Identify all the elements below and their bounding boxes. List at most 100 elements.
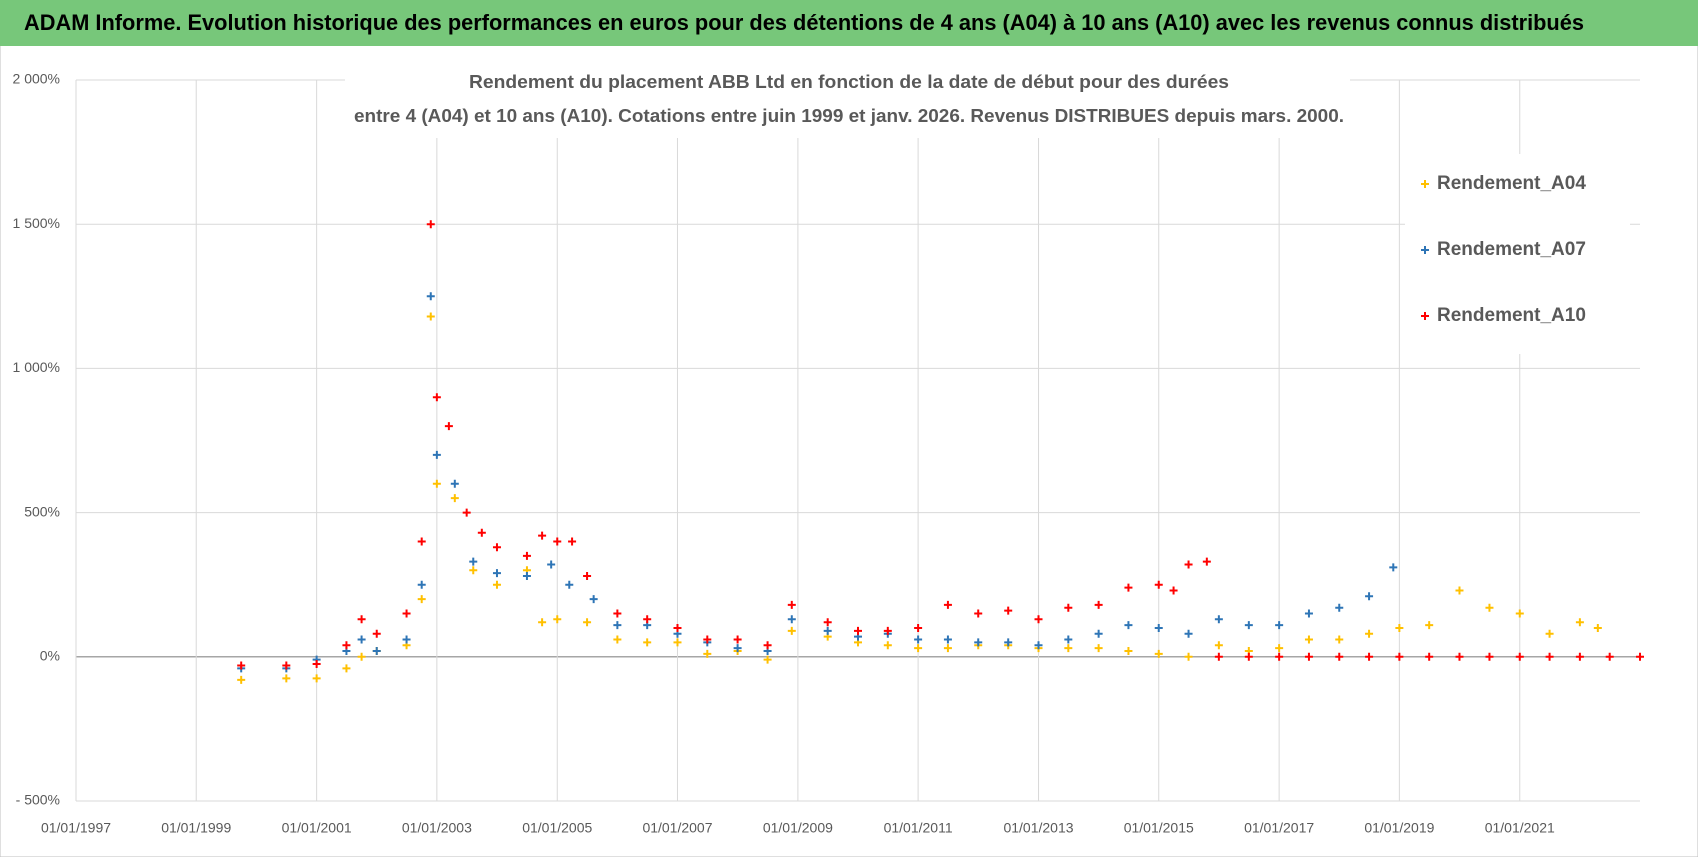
point [1304,652,1313,661]
point [1214,652,1223,661]
point [402,609,411,618]
point [1094,644,1103,653]
point [1154,623,1163,632]
point [1545,629,1554,638]
point [673,623,682,632]
point [883,626,892,635]
point [1304,635,1313,644]
point [426,292,435,301]
point [357,652,366,661]
point [1335,603,1344,612]
point [914,623,923,632]
x-tick-label: 01/01/2001 [282,820,352,836]
y-tick-label: - 500% [16,792,60,808]
x-tick-label: 01/01/2015 [1124,820,1194,836]
x-tick-label: 01/01/1999 [161,820,231,836]
point [357,635,366,644]
point [613,635,622,644]
point [1425,652,1434,661]
y-tick-label: 2 000% [13,71,60,87]
x-tick-label: 01/01/2017 [1244,820,1314,836]
point [1304,609,1313,618]
point [943,600,952,609]
point [613,609,622,618]
point [1389,563,1398,572]
subtitle: entre 4 (A04) et 10 ans (A10). Cotations… [354,106,1344,126]
point [1154,580,1163,589]
point [469,566,478,575]
point [1184,629,1193,638]
point [1034,641,1043,650]
point [237,661,246,670]
point [492,580,501,589]
point [417,595,426,604]
point [703,635,712,644]
legend-label: Rendement_A07 [1437,239,1586,260]
y-tick-label: 500% [24,503,60,519]
point [538,618,547,627]
point [565,580,574,589]
chart-title: ADAM Informe. Evolution historique des p… [24,10,1584,35]
legend-label: Rendement_A04 [1437,173,1586,194]
point [787,626,796,635]
point [426,220,435,229]
point [547,560,556,569]
point [426,312,435,321]
point [342,641,351,650]
subtitle: Rendement du placement ABB Ltd en foncti… [469,72,1229,92]
point [1244,652,1253,661]
x-tick-label: 01/01/2005 [522,820,592,836]
point [823,626,832,635]
point [1004,638,1013,647]
y-tick-label: 1 500% [13,215,60,231]
x-tick-label: 01/01/2019 [1364,820,1434,836]
point [1275,644,1284,653]
point [312,660,321,669]
legend-label: Rendement_A10 [1437,305,1586,326]
point [974,638,983,647]
point [1214,615,1223,624]
x-tick-label: 01/01/2003 [402,820,472,836]
point [1094,600,1103,609]
point [673,638,682,647]
point [787,600,796,609]
point [1515,652,1524,661]
legend-box [1405,154,1630,354]
point [417,537,426,546]
point [914,635,923,644]
point [1636,652,1644,661]
point [1124,621,1133,630]
point [1455,652,1464,661]
point [1425,621,1434,630]
point [1545,652,1554,661]
point [1275,652,1284,661]
point [1455,586,1464,595]
point [477,528,486,537]
point [282,674,291,683]
point [282,661,291,670]
point [974,609,983,618]
point [492,543,501,552]
point [432,393,441,402]
point [1575,652,1584,661]
point [1202,557,1211,566]
point [643,615,652,624]
point [703,649,712,658]
point [763,641,772,650]
point [1064,603,1073,612]
point [568,537,577,546]
point [763,655,772,664]
point [417,580,426,589]
point [372,647,381,656]
point [469,557,478,566]
point [1365,652,1374,661]
legend-marker [1421,246,1429,254]
point [1004,606,1013,615]
point [462,508,471,517]
point [787,615,796,624]
point [583,618,592,627]
x-tick-label: 01/01/1997 [41,820,111,836]
x-tick-label: 01/01/2011 [884,820,953,836]
